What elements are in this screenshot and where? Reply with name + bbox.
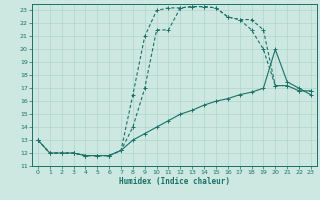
X-axis label: Humidex (Indice chaleur): Humidex (Indice chaleur) bbox=[119, 177, 230, 186]
